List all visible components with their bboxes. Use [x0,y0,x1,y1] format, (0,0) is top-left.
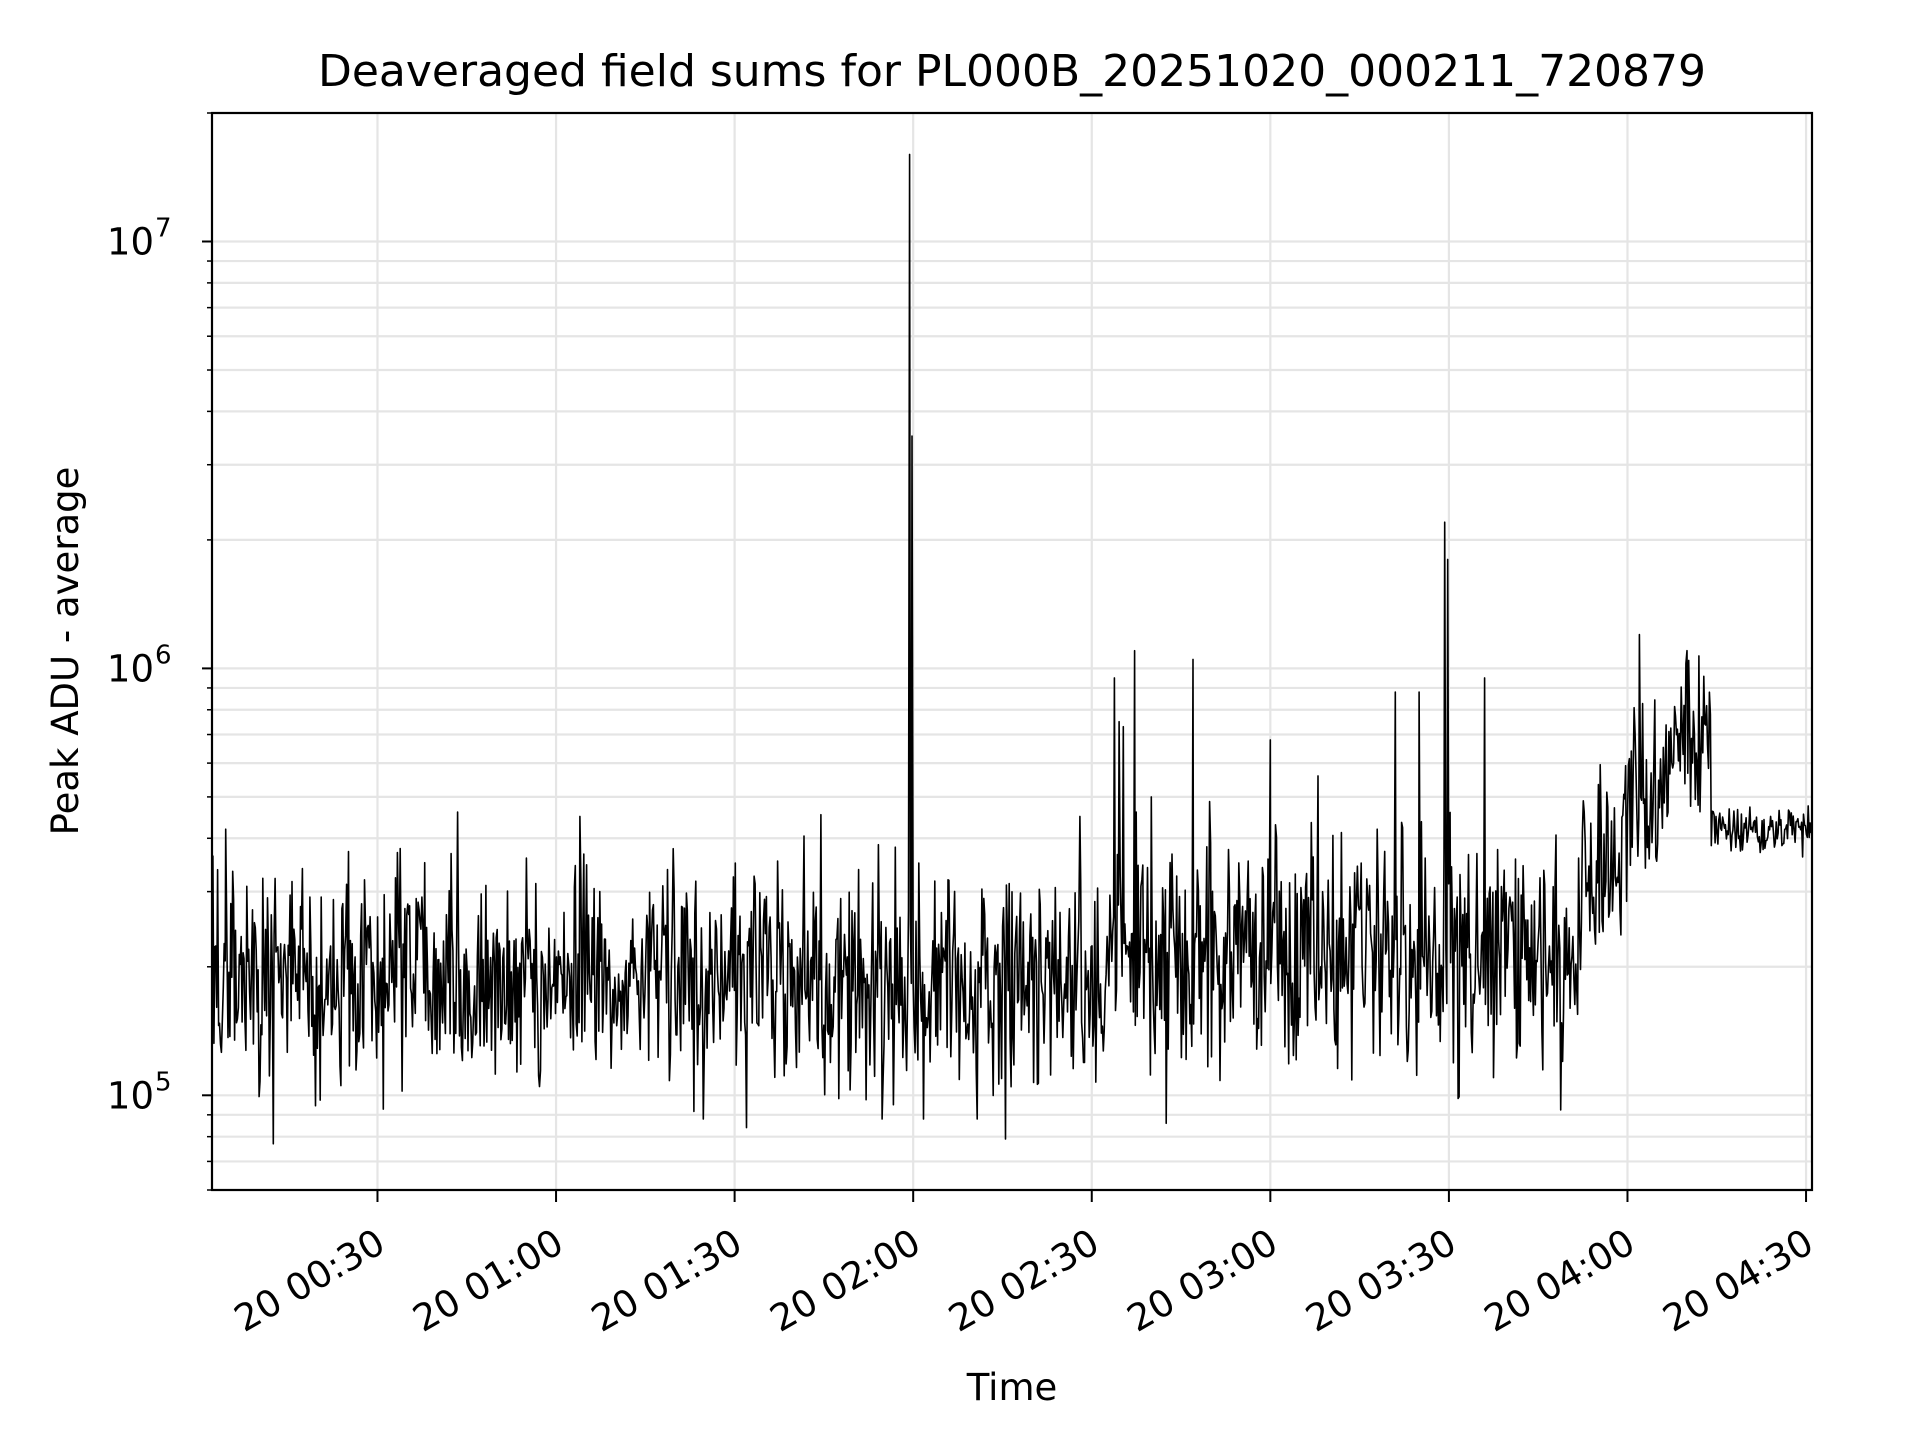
chart-title: Deaveraged field sums for PL000B_2025102… [318,46,1706,97]
y-tick-exponent: 7 [155,214,172,244]
series-layer [211,153,1813,1145]
y-tick-label: 10 [107,1074,154,1117]
series-line-peak-adu [211,153,1813,1145]
x-axis-label: Time [966,1366,1058,1409]
y-tick-exponent: 5 [155,1067,172,1097]
y-tick-exponent: 6 [155,640,172,670]
y-tick-label: 10 [107,221,154,264]
y-axis-label: Peak ADU - average [44,467,87,836]
y-tick-label: 10 [107,647,154,690]
plot-frame [210,111,1814,1192]
